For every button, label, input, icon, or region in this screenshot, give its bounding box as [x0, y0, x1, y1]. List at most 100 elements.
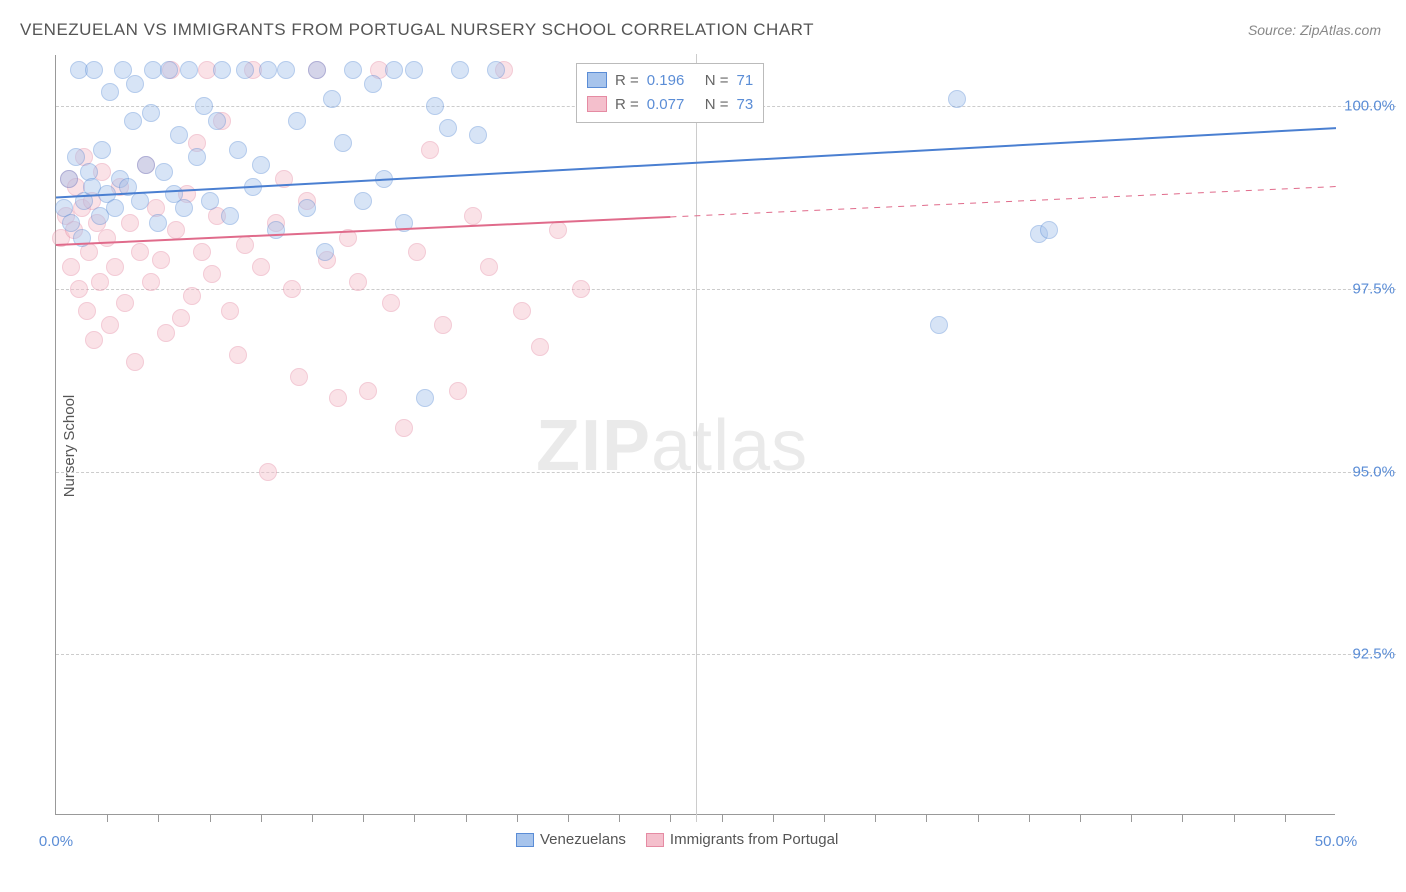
scatter-point-venezuelans — [170, 126, 188, 144]
scatter-point-portugal — [203, 265, 221, 283]
scatter-point-portugal — [549, 221, 567, 239]
scatter-point-venezuelans — [106, 199, 124, 217]
scatter-point-portugal — [329, 389, 347, 407]
x-tick-minor — [517, 814, 518, 822]
scatter-point-portugal — [167, 221, 185, 239]
x-tick-minor — [1131, 814, 1132, 822]
scatter-point-venezuelans — [364, 75, 382, 93]
gridline-v — [696, 54, 697, 822]
legend-swatch — [646, 833, 664, 847]
x-tick-minor — [1234, 814, 1235, 822]
legend-r-label: R = — [615, 72, 639, 89]
x-tick-minor — [670, 814, 671, 822]
scatter-point-venezuelans — [298, 199, 316, 217]
scatter-point-portugal — [126, 353, 144, 371]
scatter-point-venezuelans — [67, 148, 85, 166]
scatter-point-portugal — [408, 243, 426, 261]
scatter-point-venezuelans — [405, 61, 423, 79]
scatter-point-venezuelans — [1040, 221, 1058, 239]
scatter-point-portugal — [339, 229, 357, 247]
scatter-point-portugal — [85, 331, 103, 349]
scatter-point-venezuelans — [126, 75, 144, 93]
scatter-point-portugal — [131, 243, 149, 261]
scatter-point-portugal — [259, 463, 277, 481]
scatter-point-venezuelans — [344, 61, 362, 79]
scatter-point-venezuelans — [259, 61, 277, 79]
legend-swatch — [587, 72, 607, 88]
scatter-point-venezuelans — [175, 199, 193, 217]
scatter-point-portugal — [152, 251, 170, 269]
x-tick-minor — [568, 814, 569, 822]
x-tick-minor — [722, 814, 723, 822]
x-tick-minor — [1182, 814, 1183, 822]
scatter-point-venezuelans — [244, 178, 262, 196]
legend-row-venezuelans: R = 0.196 N = 71 — [587, 68, 753, 92]
scatter-point-portugal — [142, 273, 160, 291]
legend-n-value: 71 — [737, 72, 754, 89]
scatter-point-portugal — [183, 287, 201, 305]
scatter-point-portugal — [421, 141, 439, 159]
scatter-point-venezuelans — [180, 61, 198, 79]
scatter-point-portugal — [121, 214, 139, 232]
scatter-point-venezuelans — [229, 141, 247, 159]
x-tick-minor — [261, 814, 262, 822]
scatter-point-portugal — [106, 258, 124, 276]
y-tick-label: 100.0% — [1340, 98, 1395, 115]
scatter-point-portugal — [349, 273, 367, 291]
scatter-point-portugal — [101, 316, 119, 334]
scatter-point-venezuelans — [93, 141, 111, 159]
scatter-point-portugal — [275, 170, 293, 188]
scatter-point-portugal — [283, 280, 301, 298]
chart-title: VENEZUELAN VS IMMIGRANTS FROM PORTUGAL N… — [20, 20, 814, 40]
legend-r-value: 0.196 — [647, 72, 697, 89]
scatter-point-venezuelans — [155, 163, 173, 181]
legend-label: Immigrants from Portugal — [670, 831, 838, 848]
legend-item-venezuelans: Venezuelans — [516, 831, 626, 848]
scatter-point-venezuelans — [334, 134, 352, 152]
scatter-point-venezuelans — [142, 104, 160, 122]
scatter-point-venezuelans — [188, 148, 206, 166]
scatter-point-portugal — [395, 419, 413, 437]
scatter-point-venezuelans — [323, 90, 341, 108]
legend-item-portugal: Immigrants from Portugal — [646, 831, 838, 848]
x-tick-minor — [158, 814, 159, 822]
scatter-point-venezuelans — [395, 214, 413, 232]
legend-swatch — [516, 833, 534, 847]
x-tick-minor — [978, 814, 979, 822]
scatter-point-portugal — [464, 207, 482, 225]
scatter-point-venezuelans — [316, 243, 334, 261]
scatter-point-venezuelans — [948, 90, 966, 108]
scatter-point-venezuelans — [439, 119, 457, 137]
scatter-point-portugal — [98, 229, 116, 247]
y-tick-label: 97.5% — [1340, 280, 1395, 297]
scatter-point-portugal — [78, 302, 96, 320]
scatter-point-portugal — [236, 236, 254, 254]
scatter-point-venezuelans — [119, 178, 137, 196]
x-tick-minor — [363, 814, 364, 822]
x-tick-minor — [824, 814, 825, 822]
scatter-point-venezuelans — [195, 97, 213, 115]
x-tick-minor — [1285, 814, 1286, 822]
scatter-point-venezuelans — [308, 61, 326, 79]
legend-n-label: N = — [705, 72, 729, 89]
legend-row-portugal: R =0.077N =73 — [587, 92, 753, 116]
scatter-point-portugal — [449, 382, 467, 400]
scatter-point-portugal — [221, 302, 239, 320]
scatter-point-portugal — [513, 302, 531, 320]
x-tick-minor — [312, 814, 313, 822]
scatter-point-venezuelans — [221, 207, 239, 225]
scatter-point-portugal — [157, 324, 175, 342]
gridline-h — [56, 654, 1396, 655]
scatter-point-venezuelans — [288, 112, 306, 130]
scatter-point-venezuelans — [160, 61, 178, 79]
scatter-point-venezuelans — [252, 156, 270, 174]
scatter-point-venezuelans — [60, 170, 78, 188]
scatter-point-portugal — [572, 280, 590, 298]
scatter-plot-area: ZIPatlas 92.5%95.0%97.5%100.0%0.0%50.0%R… — [55, 55, 1335, 815]
x-tick-minor — [466, 814, 467, 822]
scatter-point-venezuelans — [375, 170, 393, 188]
x-tick-minor — [926, 814, 927, 822]
scatter-point-portugal — [252, 258, 270, 276]
legend-r-value: 0.077 — [647, 96, 697, 113]
y-tick-label: 95.0% — [1340, 463, 1395, 480]
